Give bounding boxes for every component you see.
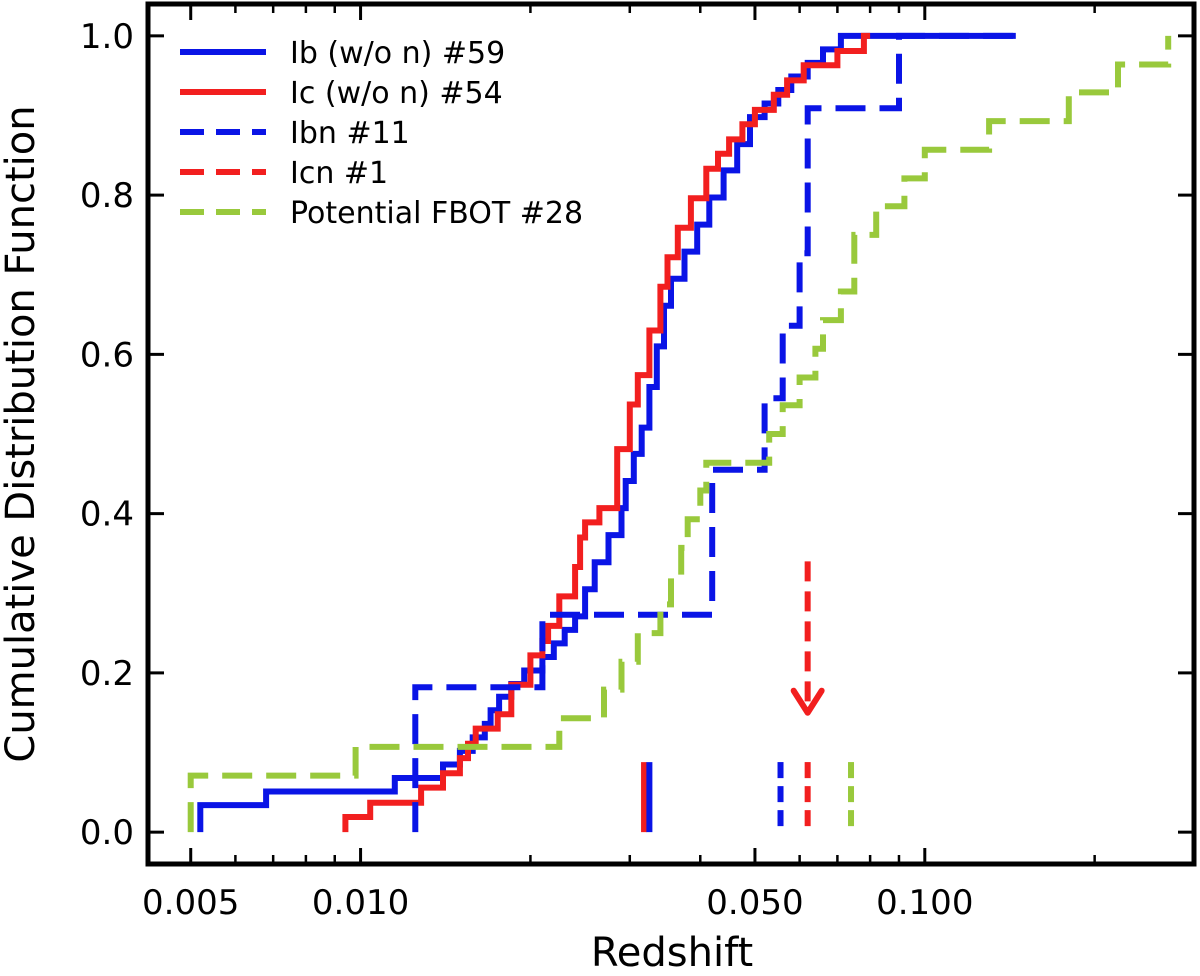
- x-tick-label: 0.100: [876, 883, 973, 923]
- y-tick-label: 0.6: [80, 335, 134, 375]
- series-line-ibn-11: [412, 32, 1025, 833]
- legend-label-potential-fbot-28: Potential FBOT #28: [290, 196, 583, 231]
- legend: Ib (w/o n) #59 Ic (w/o n) #54 Ibn #11 Icn #…: [180, 36, 583, 231]
- y-tick-label: 0.0: [80, 813, 134, 853]
- median-marker-layer: [641, 762, 855, 833]
- arrow-head: [790, 687, 825, 716]
- y-tick-label: 0.4: [80, 495, 134, 535]
- x-axis-label: Redshift: [591, 930, 753, 976]
- series-line-ic-w-o-n-54: [342, 32, 871, 833]
- y-axis-label: Cumulative Distribution Function: [0, 105, 44, 762]
- plot-frame: [145, 1, 1197, 867]
- y-tick-label: 1.0: [80, 17, 134, 57]
- x-tick-label: 0.005: [142, 883, 239, 923]
- legend-label-icn-1: Icn #1: [290, 156, 388, 191]
- tick-layer: 0.0 0.2 0.4 0.6 0.8 1.0 0.005 0.010 0.050 0.100: [80, 4, 1194, 923]
- legend-label-ic-w-o-n-54: Ic (w/o n) #54: [290, 76, 503, 111]
- series-line-potential-fbot-28: [187, 35, 1172, 833]
- legend-label-ibn-11: Ibn #11: [290, 116, 410, 151]
- series-layer: [187, 32, 1172, 833]
- x-tick-label: 0.050: [706, 883, 803, 923]
- y-tick-label: 0.8: [80, 176, 134, 216]
- arrow-annotation: [790, 561, 825, 716]
- x-tick-label: 0.010: [312, 883, 409, 923]
- legend-label-ib-w-o-n-59: Ib (w/o n) #59: [290, 36, 505, 71]
- y-tick-label: 0.2: [80, 654, 134, 694]
